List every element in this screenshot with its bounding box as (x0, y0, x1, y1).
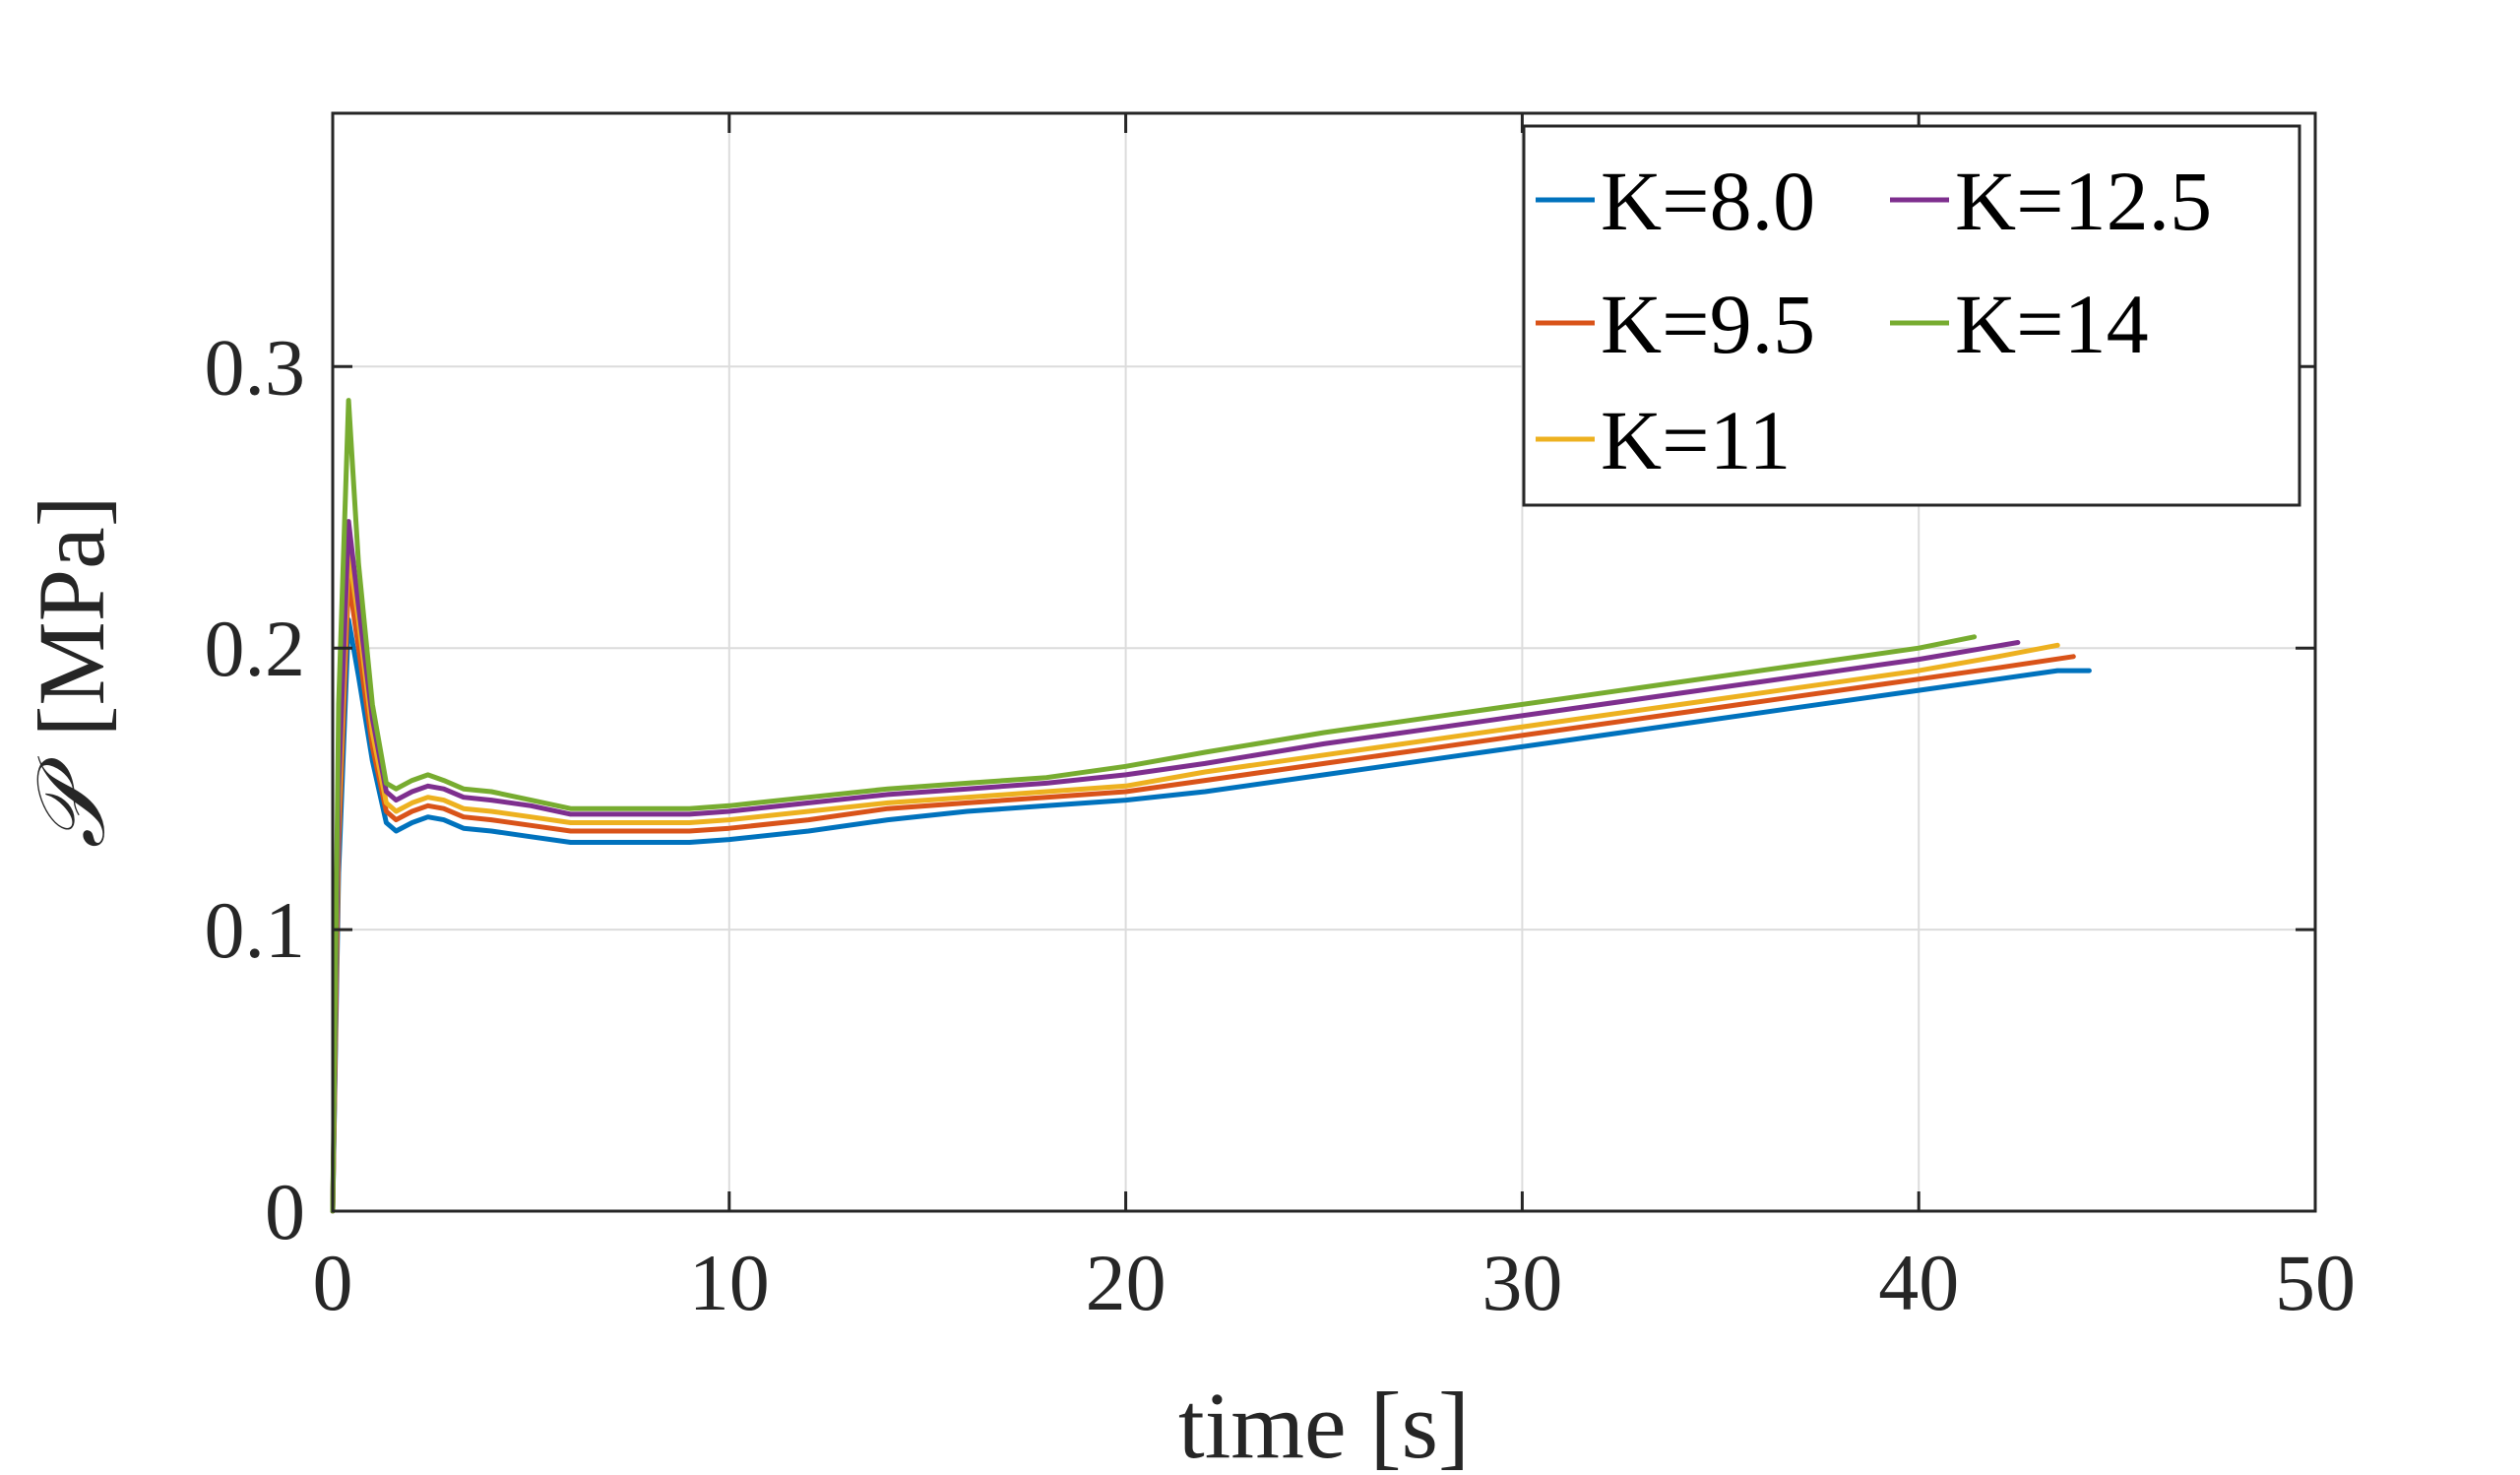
tick-labels: 0 10 20 30 40 50 0 0.1 0.2 0.3 (205, 322, 2357, 1327)
x-tick-label: 30 (1481, 1238, 1562, 1327)
plot-area-frame (331, 111, 2317, 1213)
series-line-k-8-0 (330, 617, 2092, 1214)
legend: K=8.0 K=9.5 K=11 K=12.5 K=14 (1522, 124, 2301, 507)
series-line-k-11 (330, 546, 2060, 1214)
series-line-k-14 (330, 398, 1978, 1214)
y-axis-unit: [MPa] (19, 495, 124, 737)
x-tick-label: 40 (1878, 1238, 1959, 1327)
legend-label: K=8.0 (1601, 154, 1815, 248)
y-axis-symbol: 𝒫 (16, 756, 126, 849)
x-tick-label: 0 (313, 1238, 353, 1327)
y-tick-label: 0 (265, 1167, 305, 1256)
x-axis-label: time [s] (1178, 1373, 1470, 1475)
series-layer (330, 398, 2092, 1214)
legend-label: K=14 (1955, 277, 2149, 371)
x-tick-label: 50 (2275, 1238, 2356, 1327)
legend-label: K=11 (1601, 393, 1791, 487)
y-tick-label: 0.2 (205, 604, 306, 693)
legend-label: K=12.5 (1955, 154, 2212, 248)
x-tick-label: 20 (1086, 1238, 1166, 1327)
legend-box (1522, 124, 2301, 507)
y-tick-label: 0.1 (205, 885, 306, 975)
series-line-k-9-5 (330, 575, 2076, 1214)
series-line-k-12-5 (330, 519, 2021, 1214)
y-tick-label: 0.3 (205, 322, 306, 412)
y-axis-label: 𝒫 [MPa] (16, 495, 126, 849)
x-tick-label: 10 (689, 1238, 770, 1327)
legend-label: K=9.5 (1601, 277, 1815, 371)
